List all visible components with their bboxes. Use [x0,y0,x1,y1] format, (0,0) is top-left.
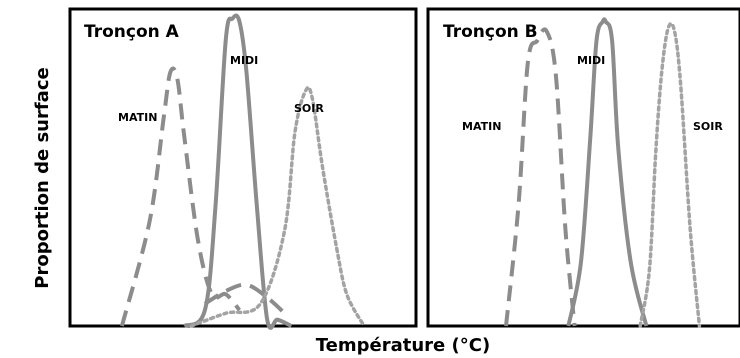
panel-b-title: Tronçon B [443,22,538,42]
panel-a: Tronçon A MATIN MIDI SOIR [68,7,418,330]
panel-a-label-matin: MATIN [118,111,157,124]
panel-a-series-soir-line-3 [189,85,366,328]
y-axis-label: Proportion de surface [32,67,53,288]
panel-b-series [504,17,702,328]
panel-a-title: Tronçon A [84,22,180,42]
panel-b-frame [426,7,740,328]
panel-b-series-soir-line-2 [638,21,702,328]
panel-b: Tronçon B MATIN MIDI SOIR [426,7,740,328]
panel-b-series-midi-line-1 [566,17,649,327]
panel-b-label-midi: MIDI [577,54,605,67]
panel-b-label-soir: SOIR [693,120,723,133]
panel-a-series [119,13,366,330]
panel-a-frame [68,7,418,328]
panel-a-label-midi: MIDI [230,54,258,67]
panel-a-series-midi-line-1 [182,13,293,330]
panel-a-series-matin-line-0 [119,66,242,327]
x-axis-label: Température (°C) [316,335,490,356]
panel-a-series-extra-line-2 [203,282,290,318]
panel-a-label-soir: SOIR [294,102,324,115]
panel-b-series-matin-line-0 [504,27,577,327]
panel-b-label-matin: MATIN [462,120,501,133]
